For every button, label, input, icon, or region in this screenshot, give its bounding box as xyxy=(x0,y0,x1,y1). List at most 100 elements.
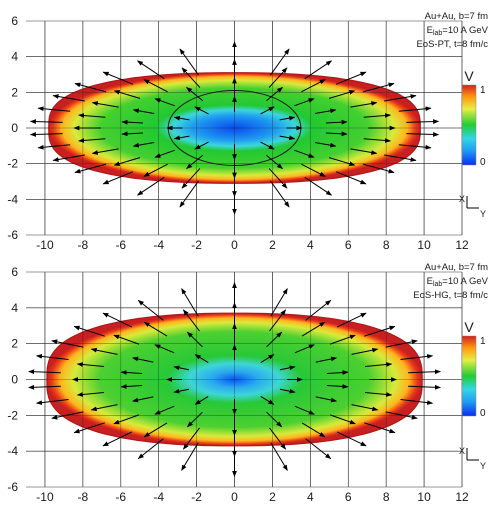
x-tick-label: -10 xyxy=(36,238,54,252)
velocity-arrow xyxy=(181,288,199,317)
velocity-arrow xyxy=(102,171,134,185)
velocity-arrow xyxy=(37,144,71,150)
velocity-arrow xyxy=(351,347,379,355)
velocity-arrow xyxy=(301,321,326,337)
velocity-arrow xyxy=(154,405,175,415)
y-tick-label: -2 xyxy=(7,157,18,171)
velocity-arrow xyxy=(194,395,209,405)
velocity-arrow xyxy=(132,356,154,363)
velocity-arrow xyxy=(406,132,440,137)
velocity-arrow xyxy=(406,119,440,124)
x-tick-label: -10 xyxy=(36,490,54,504)
x-tick-label: -8 xyxy=(78,490,89,504)
velocity-arrow xyxy=(268,67,288,88)
x-tick-label: -6 xyxy=(115,490,126,504)
velocity-arrow xyxy=(74,163,107,174)
velocity-arrow xyxy=(51,411,84,420)
velocity-arrow xyxy=(91,148,119,155)
velocity-arrow xyxy=(335,171,367,185)
velocity-arrow xyxy=(326,370,349,375)
colorbar-min: 0 xyxy=(480,157,486,168)
x-tick-label: 8 xyxy=(383,490,390,504)
velocity-arrow xyxy=(269,180,290,208)
y-tick-label: 6 xyxy=(11,14,18,28)
velocity-arrow xyxy=(173,115,190,121)
axis-label-x: X xyxy=(459,194,465,204)
x-tick-label: -4 xyxy=(153,238,164,252)
velocity-arrow xyxy=(408,369,441,375)
colorbar: V1 0 xyxy=(461,68,486,168)
velocity-arrow xyxy=(270,288,288,317)
velocity-arrow xyxy=(37,106,71,112)
velocity-arrow xyxy=(400,354,434,360)
velocity-arrow xyxy=(52,94,85,102)
velocity-arrow xyxy=(314,142,337,148)
annotation-text: =10 A GeV xyxy=(442,25,488,36)
x-tick-label: -2 xyxy=(191,238,202,252)
velocity-arrow xyxy=(294,98,315,107)
annotation-line: Elab=10 A GeV xyxy=(427,25,489,37)
velocity-arrow xyxy=(143,163,168,177)
velocity-arrow xyxy=(279,388,296,394)
x-tick-label: 6 xyxy=(345,490,352,504)
x-tick-label: 2 xyxy=(269,238,276,252)
velocity-arrow xyxy=(325,119,348,125)
velocity-arrow xyxy=(279,135,296,141)
velocity-arrow xyxy=(36,399,69,405)
y-tick-label: -6 xyxy=(7,480,18,494)
velocity-arrow xyxy=(326,384,349,389)
velocity-arrow xyxy=(78,138,106,143)
x-tick-label: 6 xyxy=(345,238,352,252)
velocity-arrow xyxy=(269,48,290,76)
velocity-field xyxy=(28,282,441,477)
velocity-arrow xyxy=(294,405,315,415)
y-tick-label: 0 xyxy=(11,373,18,387)
annotation-text: =10 A GeV xyxy=(442,276,488,287)
velocity-arrow xyxy=(102,312,133,328)
velocity-arrow xyxy=(350,148,378,155)
velocity-arrow xyxy=(260,395,275,405)
x-tick-label: -4 xyxy=(153,490,164,504)
velocity-arrow xyxy=(398,106,432,112)
velocity-arrow xyxy=(301,422,326,438)
velocity-arrow xyxy=(328,157,356,166)
velocity-arrow xyxy=(304,176,332,196)
velocity-arrow xyxy=(269,427,286,450)
velocity-arrow xyxy=(305,438,332,459)
velocity-arrow xyxy=(194,106,209,115)
x-tick-label: 2 xyxy=(269,490,276,504)
velocity-arrow xyxy=(186,411,203,428)
y-tick-label: 2 xyxy=(11,337,18,351)
velocity-arrow xyxy=(181,67,201,88)
velocity-arrow xyxy=(76,362,105,367)
velocity-arrow xyxy=(52,154,85,162)
velocity-arrow xyxy=(113,90,141,99)
velocity-arrow xyxy=(90,347,118,355)
velocity-arrow xyxy=(266,331,283,348)
velocity-arrow xyxy=(384,94,417,102)
colorbar-max: 1 xyxy=(480,336,486,347)
velocity-arrow xyxy=(269,309,286,332)
velocity-arrow xyxy=(301,79,326,93)
velocity-arrow xyxy=(279,115,296,121)
velocity-arrow xyxy=(137,176,165,196)
annotation-line: Au+Au, b=7 fm xyxy=(425,11,488,22)
velocity-arrow xyxy=(132,396,154,403)
annotation-text: E xyxy=(427,276,433,287)
velocity-arrow xyxy=(315,356,337,363)
velocity-arrow xyxy=(137,60,165,80)
axis-indicator: XY xyxy=(459,194,486,219)
velocity-arrow xyxy=(121,131,144,137)
y-tick-label: 0 xyxy=(11,121,18,135)
velocity-arrow xyxy=(260,106,275,115)
annotation-line: Elab=10 A GeV xyxy=(427,276,489,288)
x-tick-label: 10 xyxy=(417,490,431,504)
y-tick-label: -6 xyxy=(7,228,18,242)
x-tick-label: -8 xyxy=(78,238,89,252)
x-tick-label: -2 xyxy=(191,490,202,504)
velocity-arrow xyxy=(304,60,332,80)
velocity-arrow xyxy=(194,354,209,364)
velocity-arrow xyxy=(362,82,395,93)
velocity-arrow xyxy=(120,384,143,389)
